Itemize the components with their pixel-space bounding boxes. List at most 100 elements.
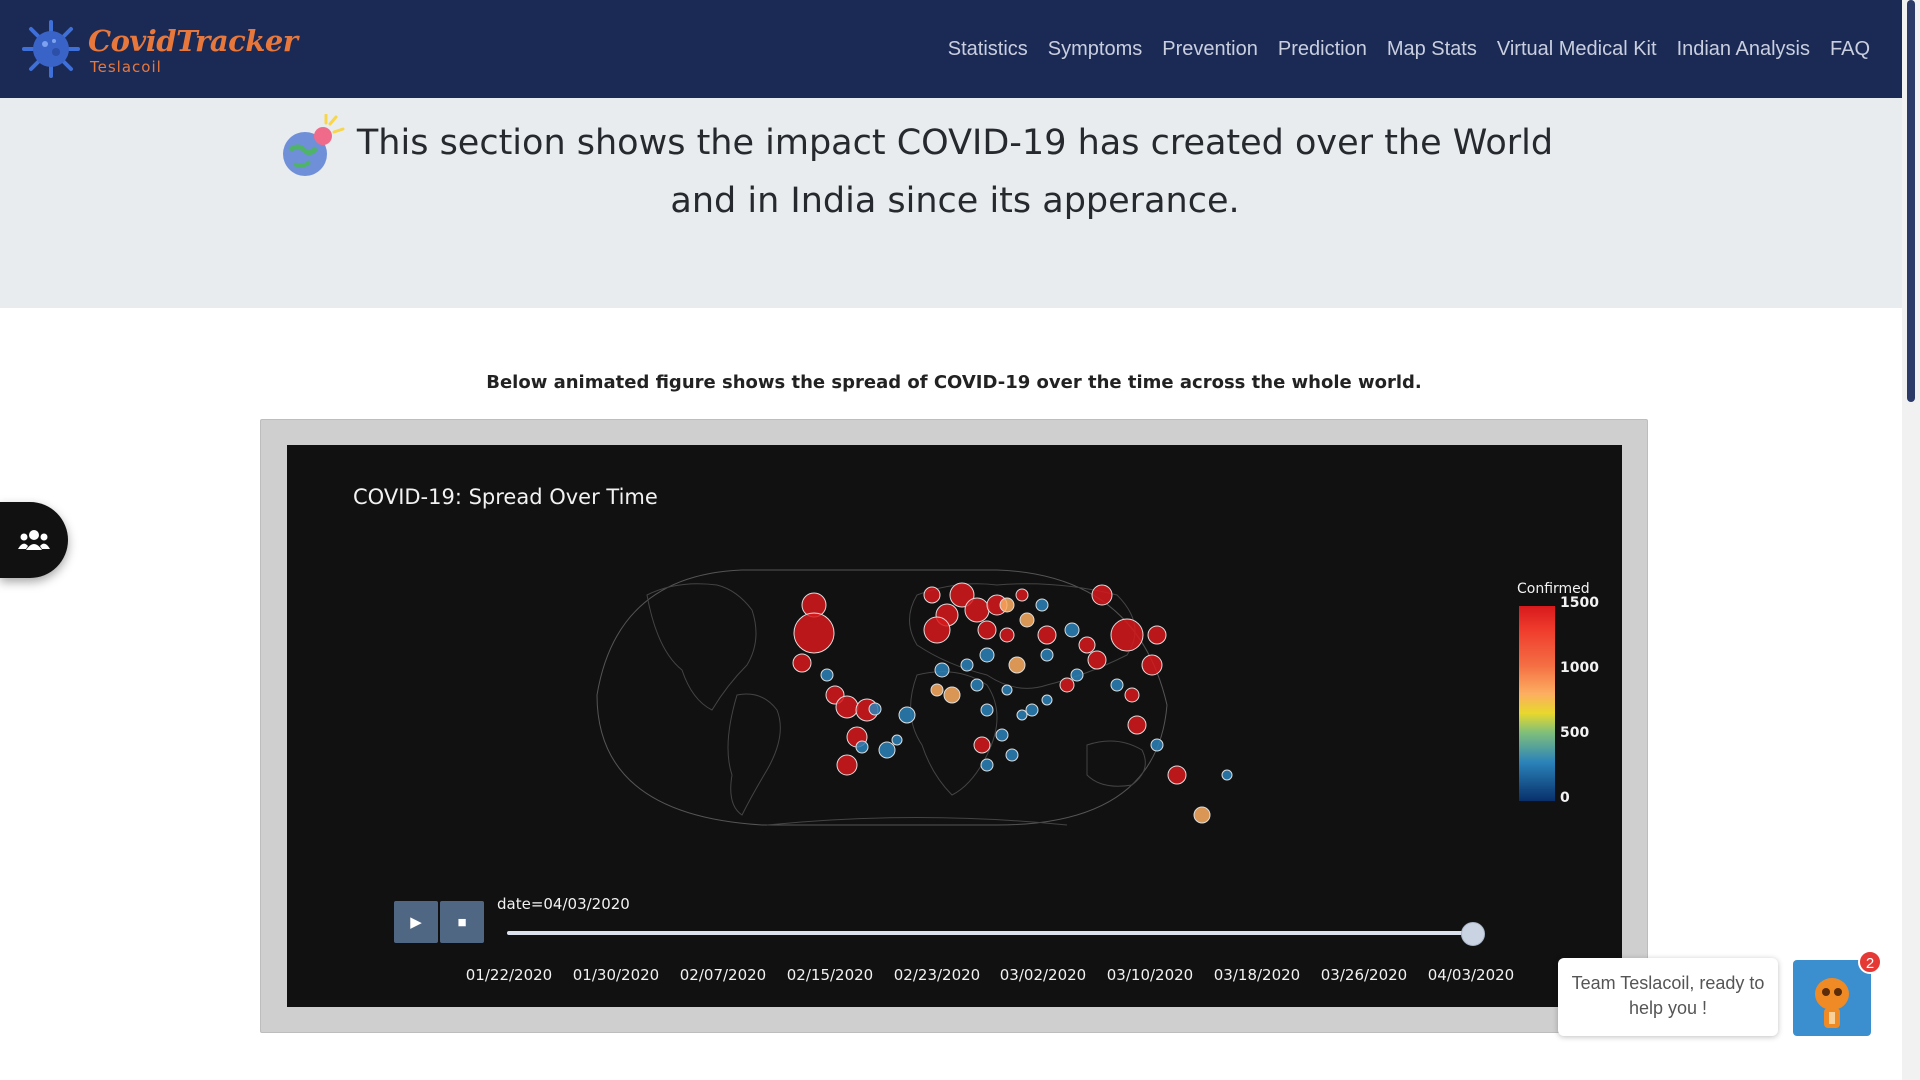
country-marker[interactable]: [923, 586, 941, 604]
earth-impact-icon: [283, 114, 345, 176]
continent-outlines: [646, 583, 1146, 826]
scrollbar-thumb[interactable]: [1907, 0, 1915, 402]
country-marker[interactable]: [1070, 668, 1084, 682]
colorbar-tick-500: 500: [1560, 725, 1590, 741]
country-marker[interactable]: [1078, 636, 1096, 654]
country-marker[interactable]: [792, 653, 812, 673]
country-marker[interactable]: [964, 597, 990, 623]
slider-current-label: date=04/03/2020: [497, 895, 630, 913]
slider-tick[interactable]: 02/15/2020: [786, 966, 874, 984]
country-marker[interactable]: [855, 740, 869, 754]
country-marker[interactable]: [1008, 656, 1026, 674]
slider-tick[interactable]: 03/10/2020: [1106, 966, 1194, 984]
slider-tick-row: 01/22/2020 01/30/2020 02/07/2020 02/15/2…: [287, 966, 1622, 988]
country-marker[interactable]: [1019, 612, 1035, 628]
country-marker[interactable]: [1124, 687, 1140, 703]
country-marker[interactable]: [820, 668, 834, 682]
country-marker[interactable]: [1005, 748, 1019, 762]
colorbar-tick-0: 0: [1560, 790, 1570, 806]
country-marker[interactable]: [930, 683, 944, 697]
country-marker[interactable]: [1147, 625, 1167, 645]
country-marker[interactable]: [878, 741, 896, 759]
nav-indian-analysis[interactable]: Indian Analysis: [1676, 38, 1810, 60]
slider-tick[interactable]: 03/02/2020: [999, 966, 1087, 984]
country-marker[interactable]: [1041, 694, 1053, 706]
users-group-icon: [18, 530, 50, 550]
country-marker[interactable]: [1141, 654, 1163, 676]
country-marker[interactable]: [836, 754, 858, 776]
country-marker[interactable]: [1064, 622, 1080, 638]
brand-logo-link[interactable]: CovidTracker Teslacoil: [20, 18, 298, 80]
page-scrollbar[interactable]: [1902, 0, 1920, 1080]
map-outline: [596, 569, 1168, 826]
country-marker[interactable]: [1025, 703, 1039, 717]
country-marker[interactable]: [934, 662, 950, 678]
covid-map-plot[interactable]: COVID-19: Spread Over Time Confirmed 150…: [287, 445, 1622, 1007]
colorbar-gradient: [1519, 606, 1555, 801]
nav-map-stats[interactable]: Map Stats: [1386, 38, 1477, 60]
colorbar-tick-1000: 1000: [1560, 660, 1599, 676]
nav-statistics[interactable]: Statistics: [947, 38, 1028, 60]
country-marker[interactable]: [980, 703, 994, 717]
slider-tick[interactable]: 01/30/2020: [572, 966, 660, 984]
country-marker[interactable]: [1087, 650, 1107, 670]
country-marker[interactable]: [943, 686, 961, 704]
country-marker[interactable]: [1035, 598, 1049, 612]
country-marker[interactable]: [1127, 715, 1147, 735]
chatbot-launcher[interactable]: [1793, 960, 1871, 1036]
hero-text: This section shows the impact COVID-19 h…: [356, 123, 1554, 221]
chat-message-bubble[interactable]: Team Teslacoil, ready to help you !: [1558, 958, 1778, 1036]
country-marker[interactable]: [973, 736, 991, 754]
world-map: [596, 569, 1233, 826]
country-marker[interactable]: [960, 658, 974, 672]
country-marker[interactable]: [949, 582, 975, 608]
country-marker[interactable]: [1193, 806, 1211, 824]
country-marker[interactable]: [1001, 684, 1013, 696]
slider-tick[interactable]: 04/03/2020: [1427, 966, 1515, 984]
country-marker[interactable]: [1110, 678, 1124, 692]
country-marker[interactable]: [1167, 765, 1187, 785]
figure-caption: Below animated figure shows the spread o…: [486, 372, 1422, 393]
country-marker[interactable]: [979, 647, 995, 663]
slider-tick[interactable]: 03/18/2020: [1213, 966, 1301, 984]
navbar: CovidTracker Teslacoil Statistics Sympto…: [0, 0, 1902, 98]
side-team-tab[interactable]: [0, 502, 68, 578]
country-marker[interactable]: [1150, 738, 1164, 752]
nav-prevention[interactable]: Prevention: [1162, 38, 1258, 60]
country-marker[interactable]: [1221, 769, 1233, 781]
country-marker[interactable]: [999, 627, 1015, 643]
nav-symptoms[interactable]: Symptoms: [1047, 38, 1143, 60]
nav-prediction[interactable]: Prediction: [1277, 38, 1367, 60]
slider-tick[interactable]: 03/26/2020: [1320, 966, 1408, 984]
country-marker[interactable]: [977, 620, 997, 640]
country-marker[interactable]: [1016, 709, 1028, 721]
nav-faq[interactable]: FAQ: [1829, 38, 1870, 60]
country-marker[interactable]: [1015, 588, 1029, 602]
slider-tick[interactable]: 01/22/2020: [465, 966, 553, 984]
country-marker[interactable]: [923, 616, 951, 644]
country-marker[interactable]: [1040, 648, 1054, 662]
country-marker[interactable]: [995, 728, 1009, 742]
country-marker[interactable]: [1037, 625, 1057, 645]
country-marker[interactable]: [793, 612, 835, 654]
nav-virtual-medical-kit[interactable]: Virtual Medical Kit: [1496, 38, 1657, 60]
country-marker[interactable]: [868, 702, 882, 716]
play-button[interactable]: ▶: [394, 901, 438, 943]
country-marker[interactable]: [1091, 584, 1113, 606]
virus-logo-icon: [22, 20, 80, 78]
country-marker[interactable]: [1110, 618, 1144, 652]
country-marker[interactable]: [898, 706, 916, 724]
stop-button[interactable]: ■: [440, 901, 484, 943]
country-marker[interactable]: [999, 597, 1015, 613]
country-marker[interactable]: [970, 678, 984, 692]
country-marker[interactable]: [1059, 677, 1075, 693]
colorbar-title: Confirmed: [1517, 581, 1590, 597]
country-markers: [792, 582, 1233, 824]
slider-tick[interactable]: 02/07/2020: [679, 966, 767, 984]
country-marker[interactable]: [891, 734, 903, 746]
country-marker[interactable]: [980, 758, 994, 772]
slider-tick[interactable]: 02/23/2020: [893, 966, 981, 984]
slider-handle[interactable]: [1461, 922, 1485, 946]
country-marker[interactable]: [835, 695, 859, 719]
slider-track[interactable]: [507, 931, 1469, 935]
